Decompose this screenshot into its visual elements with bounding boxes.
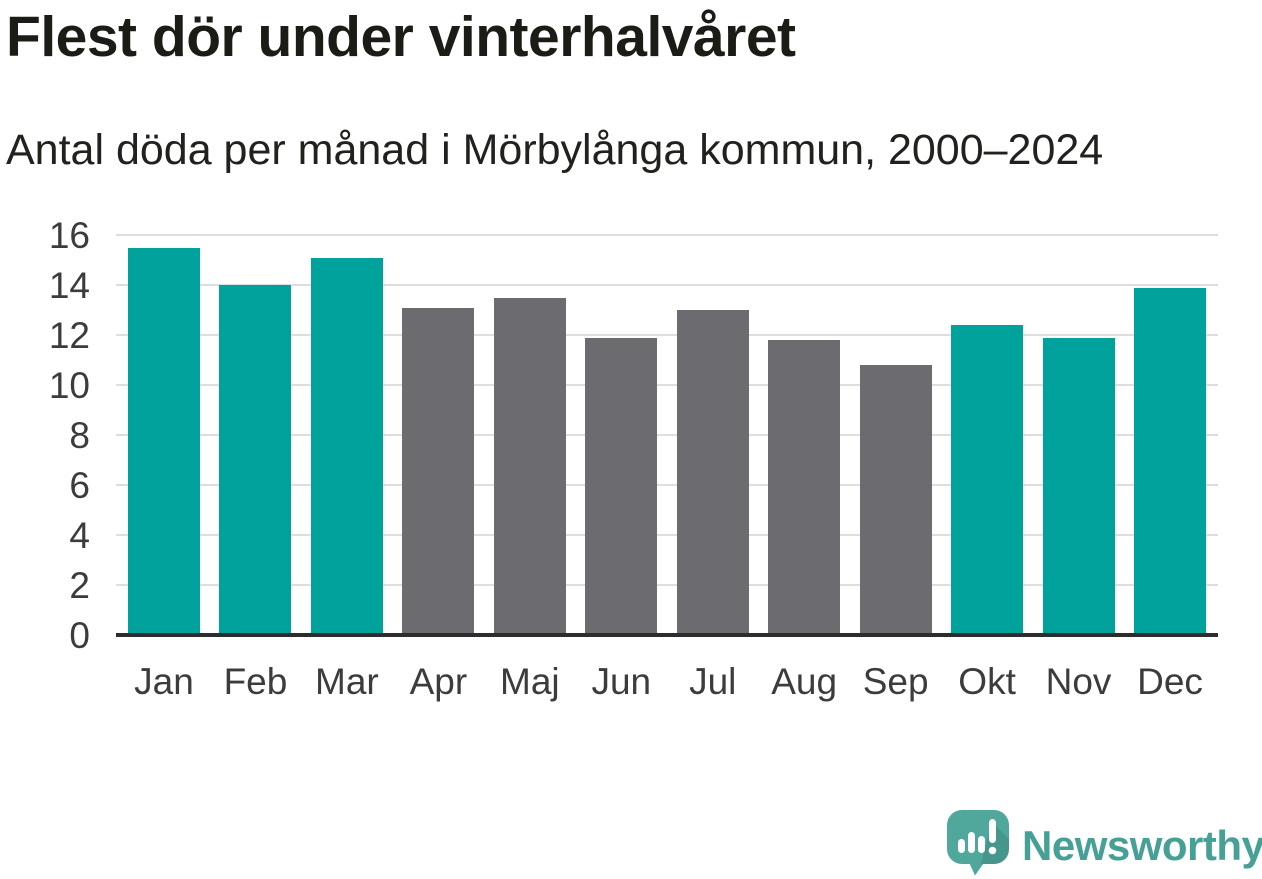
gridline [116,484,1218,486]
chart-subtitle: Antal döda per månad i Mörbylånga kommun… [6,126,1104,174]
x-axis-tick-label: Aug [771,661,838,702]
gridline [116,434,1218,436]
x-axis-tick-label: Jan [134,661,194,702]
gridline [116,234,1218,236]
x-axis-tick-label: Dec [1137,661,1203,702]
x-axis-tick-label: Nov [1045,661,1112,702]
gridline [116,284,1218,286]
y-axis-tick-label: 8 [69,415,90,456]
bar-mar [310,257,383,635]
y-axis-tick-label: 4 [69,515,90,556]
gridline [116,384,1218,386]
y-axis-tick-label: 10 [48,365,90,406]
bar-dec [1134,287,1206,635]
x-axis-tick-label: Jun [591,661,652,702]
x-axis-tick-label: Feb [223,661,288,702]
x-axis-tick-label: Apr [409,661,468,702]
plot-area: 0 2 4 6 8 10 12 14 16 Jan Feb Mar Apr Maj Jun Jul Aug Sep… [49,217,1218,700]
brand-name: Newsworthy [1022,821,1262,869]
x-axis-tick-label: Sep [862,661,929,702]
chart-title: Flest dör under vinterhalvåret [6,5,796,69]
gridline [116,534,1218,536]
bar-feb [219,285,292,635]
bar-sep [859,365,932,635]
bar-okt [951,325,1024,635]
y-axis-tick-label: 14 [48,265,90,306]
y-axis-tick-label: 2 [69,565,90,606]
newsworthy-chart-bubble-icon [947,810,1009,879]
bar-maj [493,297,566,635]
x-axis-tick-label: Jul [689,661,737,702]
brand-logo: Newsworthy [947,810,1262,879]
x-axis-tick-label: Maj [500,661,560,702]
bar-jul [676,310,749,635]
y-axis-tick-label: 12 [48,315,90,356]
bar-jun [585,337,658,635]
bar-aug [768,340,841,635]
gridline [116,334,1218,336]
y-axis-tick-label: 16 [48,215,90,256]
bar-nov [1042,337,1115,635]
x-axis-tick-label: Mar [315,661,379,702]
gridline [116,584,1218,586]
y-axis-tick-label: 6 [69,465,90,506]
x-axis-tick-label: Okt [958,661,1016,702]
bar-jan [128,247,200,635]
bar-apr [402,307,475,635]
x-axis-line [116,633,1218,637]
y-axis-tick-label: 0 [69,615,90,656]
